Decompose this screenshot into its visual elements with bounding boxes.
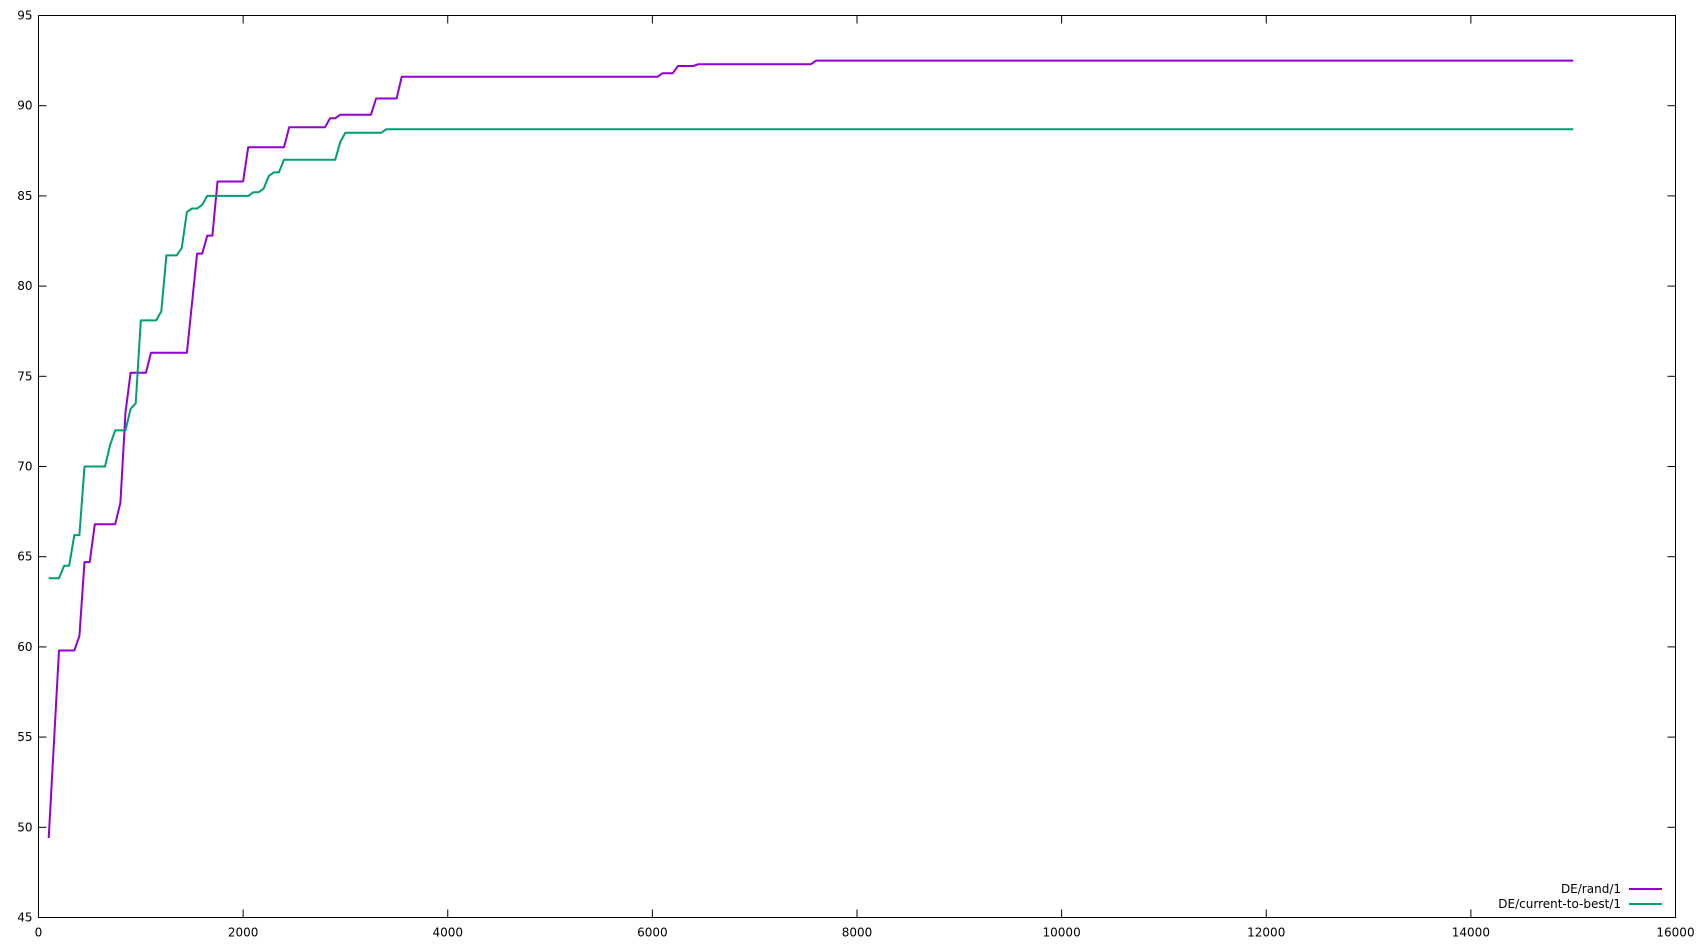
y-tick-label: 75 bbox=[17, 369, 32, 383]
x-tick-label: 2000 bbox=[228, 926, 259, 940]
y-tick-label: 60 bbox=[17, 640, 32, 654]
plot-frame bbox=[38, 15, 1676, 918]
x-tick-label: 6000 bbox=[637, 926, 668, 940]
x-axis-tick-labels: 0 2000 4000 6000 8000 10000 12000 14000 16000 bbox=[35, 926, 1695, 940]
series-line-de-current-to-best-1 bbox=[48, 128, 1574, 580]
y-tick-label: 80 bbox=[17, 279, 32, 293]
y-tick-label: 45 bbox=[17, 911, 32, 925]
legend-label: DE/current-to-best/1 bbox=[1498, 897, 1621, 911]
y-tick-label: 50 bbox=[17, 820, 32, 834]
y-tick-label: 65 bbox=[17, 550, 32, 564]
legend-label: DE/rand/1 bbox=[1561, 882, 1621, 896]
x-tick-label: 4000 bbox=[432, 926, 463, 940]
x-tick-label: 14000 bbox=[1452, 926, 1490, 940]
series-line-de-rand-1 bbox=[47, 59, 1574, 839]
y-axis-tick-labels: 45 50 55 60 65 70 75 80 85 90 95 bbox=[17, 9, 32, 925]
legend: DE/rand/1DE/current-to-best/1 bbox=[1498, 882, 1662, 911]
axis-ticks bbox=[38, 15, 1676, 918]
y-tick-label: 90 bbox=[17, 99, 32, 113]
y-tick-label: 70 bbox=[17, 460, 32, 474]
y-tick-label: 55 bbox=[17, 730, 32, 744]
x-tick-label: 10000 bbox=[1043, 926, 1081, 940]
y-tick-label: 85 bbox=[17, 189, 32, 203]
x-tick-label: 8000 bbox=[842, 926, 873, 940]
y-tick-label: 95 bbox=[17, 9, 32, 23]
x-tick-label: 16000 bbox=[1656, 926, 1694, 940]
x-tick-label: 12000 bbox=[1247, 926, 1285, 940]
series-lines bbox=[47, 59, 1574, 839]
x-tick-label: 0 bbox=[35, 926, 43, 940]
